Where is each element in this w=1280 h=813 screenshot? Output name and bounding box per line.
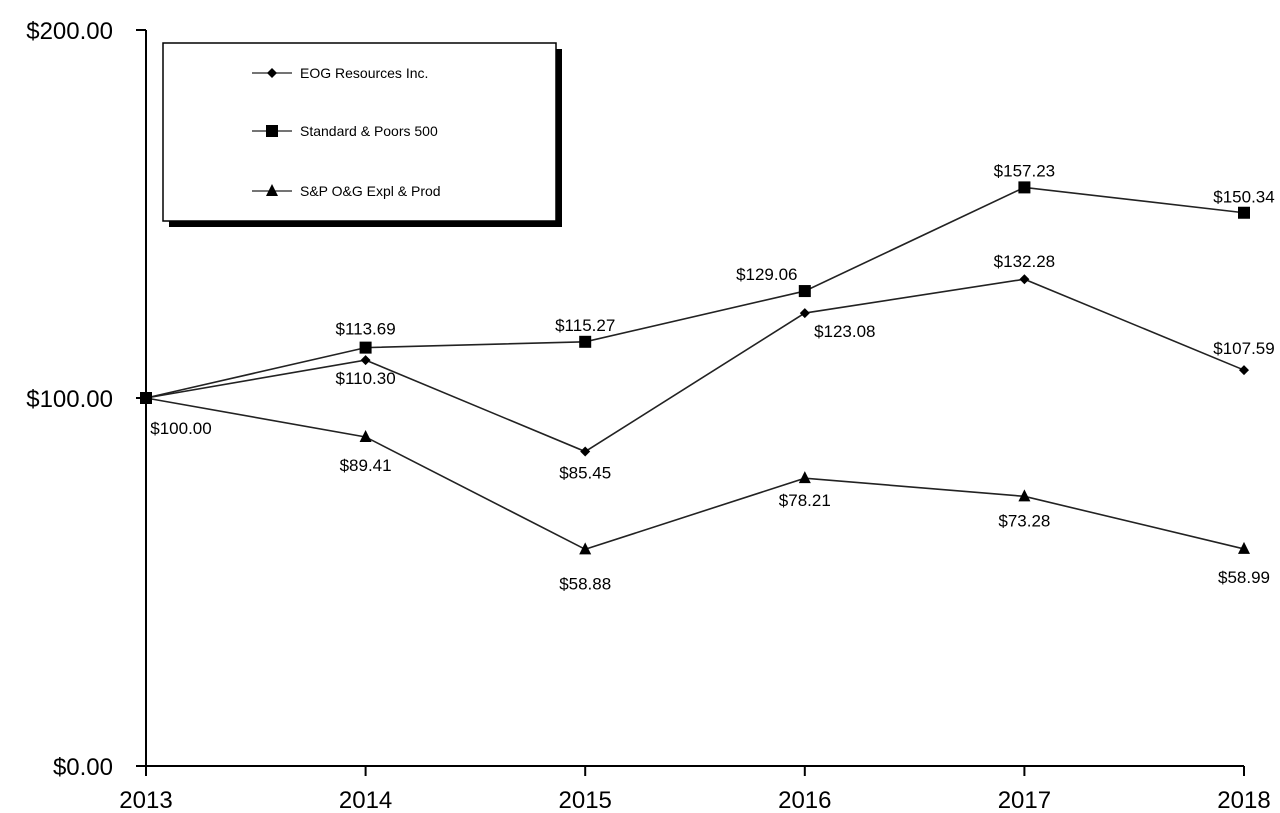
x-tick-label: 2016	[778, 787, 831, 813]
data-point-sp-og	[1018, 489, 1031, 502]
x-tick-label: 2014	[339, 787, 392, 813]
y-tick-label: $200.00	[26, 18, 113, 45]
y-tick-label: $0.00	[53, 754, 113, 781]
series-line-sp500	[145, 186, 1245, 399]
x-tick-label: 2013	[119, 787, 172, 813]
data-label-eog: $132.28	[994, 252, 1055, 271]
data-label-sp-og: $78.21	[779, 491, 831, 510]
data-point-sp-og	[798, 471, 811, 484]
data-point-sp500	[359, 341, 372, 354]
series-layer	[140, 181, 1250, 555]
data-point-sp-og	[140, 391, 152, 403]
x-tick-label: 2017	[998, 787, 1051, 813]
legend-label-eog: EOG Resources Inc.	[300, 65, 428, 81]
data-labels: $100.00 $110.30 $85.45 $123.08 $132.28 $107.5…	[150, 161, 1274, 593]
legend-marker-sp500	[266, 125, 278, 137]
axes: $0.00 $100.00 $200.00 2013 2014 2015 2016 2017 2…	[26, 18, 1270, 813]
data-point-sp500	[579, 335, 592, 348]
legend-marker-sp-og	[266, 184, 278, 196]
data-point-eog	[799, 308, 810, 319]
data-point-sp-og	[359, 429, 372, 442]
data-label-eog: $85.45	[559, 464, 611, 483]
data-label-eog: $100.00	[150, 419, 211, 438]
series-line-sp-og	[145, 397, 1245, 551]
data-point-eog	[360, 355, 371, 366]
data-point-eog	[1239, 365, 1249, 376]
data-label-sp500: $150.34	[1213, 188, 1274, 207]
data-label-eog: $123.08	[814, 322, 875, 341]
data-point-sp500	[798, 285, 811, 298]
legend: EOG Resources Inc. Standard & Poors 500 S&…	[162, 42, 562, 227]
data-label-sp-og: $58.99	[1218, 568, 1270, 587]
data-label-sp-og: $89.41	[340, 456, 392, 475]
data-point-sp-og	[1238, 541, 1250, 554]
data-label-sp500: $157.23	[994, 161, 1055, 180]
data-label-eog: $110.30	[335, 369, 395, 388]
data-point-eog	[1019, 274, 1030, 285]
data-point-sp-og	[579, 542, 592, 555]
data-label-sp-og: $58.88	[559, 574, 611, 593]
data-point-sp500	[1238, 206, 1250, 219]
x-tick-label: 2018	[1217, 787, 1270, 813]
data-point-sp500	[1018, 181, 1031, 194]
legend-box	[162, 42, 557, 222]
data-label-sp500: $113.69	[335, 320, 395, 339]
y-tick-label: $100.00	[26, 386, 113, 413]
x-tick-label: 2015	[559, 787, 612, 813]
data-label-sp500: $129.06	[736, 265, 797, 284]
legend-label-sp-og: S&P O&G Expl & Prod	[300, 183, 441, 199]
series-line-eog	[145, 278, 1245, 453]
data-label-sp500: $115.27	[555, 316, 615, 335]
data-label-sp-og: $73.28	[998, 511, 1050, 530]
legend-label-sp500: Standard & Poors 500	[300, 123, 438, 139]
data-point-eog	[580, 446, 591, 457]
data-label-eog: $107.59	[1213, 339, 1274, 358]
legend-marker-eog	[267, 68, 277, 78]
